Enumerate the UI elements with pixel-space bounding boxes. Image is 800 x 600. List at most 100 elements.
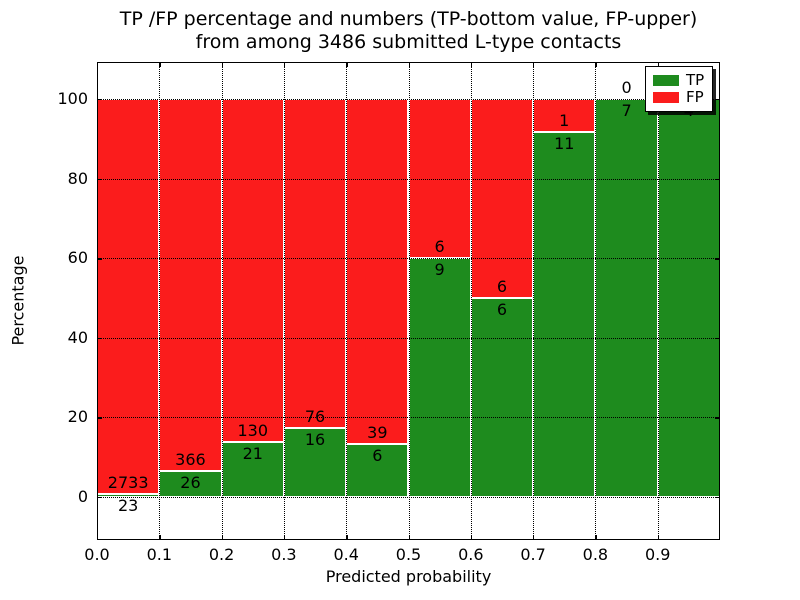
tick-mark <box>159 535 161 540</box>
tick-mark <box>97 535 99 540</box>
bar-segment-tp <box>533 132 596 497</box>
tick-mark <box>159 62 161 67</box>
bar-segment-fp <box>221 99 284 442</box>
tick-mark <box>470 62 473 67</box>
gridline-vertical <box>657 62 659 540</box>
value-label-tp: 9 <box>434 260 445 280</box>
bar-segment-tp <box>283 427 347 497</box>
gridline-vertical <box>408 62 410 540</box>
tick-mark <box>595 62 597 67</box>
bar-segment-fp <box>97 99 160 494</box>
value-label-tp: 6 <box>372 445 383 465</box>
y-tick-label: 60 <box>67 248 88 268</box>
tick-mark <box>346 62 348 67</box>
value-label-fp: 1 <box>559 111 570 131</box>
value-label-fp: 76 <box>304 406 326 426</box>
bar-segment-fp <box>283 99 347 428</box>
tick-mark <box>283 62 286 67</box>
value-label-tp: 11 <box>554 134 575 154</box>
tick-mark <box>470 535 473 540</box>
x-tick-label: 0.4 <box>333 545 359 564</box>
value-label-fp: 6 <box>434 237 445 257</box>
tick-mark <box>715 258 720 260</box>
x-tick-label: 0.0 <box>84 545 110 564</box>
gridline-vertical <box>346 62 348 540</box>
value-label-fp: 39 <box>367 422 388 442</box>
tick-mark <box>221 62 223 67</box>
value-label-fp: 2733 <box>107 472 149 492</box>
x-tick-label: 0.9 <box>644 545 671 564</box>
x-tick-label: 0.5 <box>395 545 422 564</box>
tick-mark <box>97 99 102 101</box>
y-tick-label: 40 <box>67 327 88 347</box>
bar-segment-fp <box>159 99 222 471</box>
value-label-tp: 16 <box>304 429 326 449</box>
tick-mark <box>533 535 535 540</box>
tick-mark <box>408 62 410 67</box>
y-tick-label: 20 <box>67 407 88 427</box>
tick-mark <box>97 178 102 180</box>
tick-mark <box>97 258 102 260</box>
tick-mark <box>346 535 348 540</box>
tick-mark <box>715 497 720 499</box>
value-label-fp: 6 <box>496 277 508 296</box>
value-label-fp: 0 <box>621 78 632 97</box>
value-label-tp: 6 <box>496 300 508 319</box>
value-label-tp: 7 <box>621 101 632 120</box>
tick-mark <box>97 497 102 499</box>
value-label-fp: 130 <box>237 420 269 440</box>
tick-mark <box>97 337 102 340</box>
legend-item-tp: TP <box>653 73 705 88</box>
value-label-tp: 23 <box>117 495 139 515</box>
tick-mark <box>715 99 720 101</box>
bar-segment-fp <box>470 99 534 298</box>
tick-mark <box>283 535 286 540</box>
tick-mark <box>533 62 535 67</box>
legend: TP FP <box>645 66 713 112</box>
value-label-tp: 26 <box>180 472 201 492</box>
tick-mark <box>657 535 660 540</box>
y-tick-label: 100 <box>57 89 88 108</box>
tick-mark <box>408 535 410 540</box>
value-label-tp: 21 <box>242 443 263 463</box>
legend-label-tp: TP <box>686 71 705 89</box>
x-axis-label: Predicted probability <box>325 567 492 586</box>
chart-title-line2: from among 3486 submitted L-type contact… <box>195 31 622 53</box>
gridline-vertical <box>533 62 535 540</box>
gridline-vertical <box>470 62 472 540</box>
bar-segment-tp <box>470 298 534 497</box>
legend-swatch-tp-icon <box>653 75 679 86</box>
tick-mark <box>97 417 102 419</box>
y-tick-label: 0 <box>77 487 88 506</box>
x-tick-label: 0.8 <box>582 545 609 564</box>
bar-segment-tp <box>159 470 222 497</box>
x-tick-label: 0.2 <box>208 545 235 564</box>
bar-segment-tp <box>657 99 720 497</box>
gridline-vertical <box>595 62 597 540</box>
x-tick-label: 0.3 <box>271 545 297 564</box>
legend-item-fp: FP <box>653 90 705 105</box>
tick-mark <box>715 417 720 419</box>
x-tick-label: 0.1 <box>146 545 173 564</box>
tick-mark <box>595 535 597 540</box>
bar-segment-tp <box>408 258 471 497</box>
gridline-vertical <box>283 62 285 540</box>
chart-title-line1: TP /FP percentage and numbers (TP-bottom… <box>119 8 698 30</box>
tick-mark <box>221 535 223 540</box>
plot-area: 2733233662613021761639669661110704 <box>97 62 720 540</box>
tick-mark <box>97 62 99 67</box>
bar-segment-fp <box>346 99 409 444</box>
y-tick-label: 80 <box>67 168 88 188</box>
gridline-vertical <box>159 62 161 540</box>
chart-title: TP /FP percentage and numbers (TP-bottom… <box>97 8 720 54</box>
x-tick-label: 0.7 <box>520 545 546 564</box>
tick-mark <box>657 62 660 67</box>
tick-mark <box>715 337 720 340</box>
legend-swatch-fp-icon <box>653 92 679 103</box>
value-label-fp: 366 <box>175 449 206 469</box>
x-tick-label: 0.6 <box>458 545 484 564</box>
bar-segment-tp <box>221 441 284 497</box>
bar-segment-tp <box>595 99 658 497</box>
tick-mark <box>715 178 720 180</box>
